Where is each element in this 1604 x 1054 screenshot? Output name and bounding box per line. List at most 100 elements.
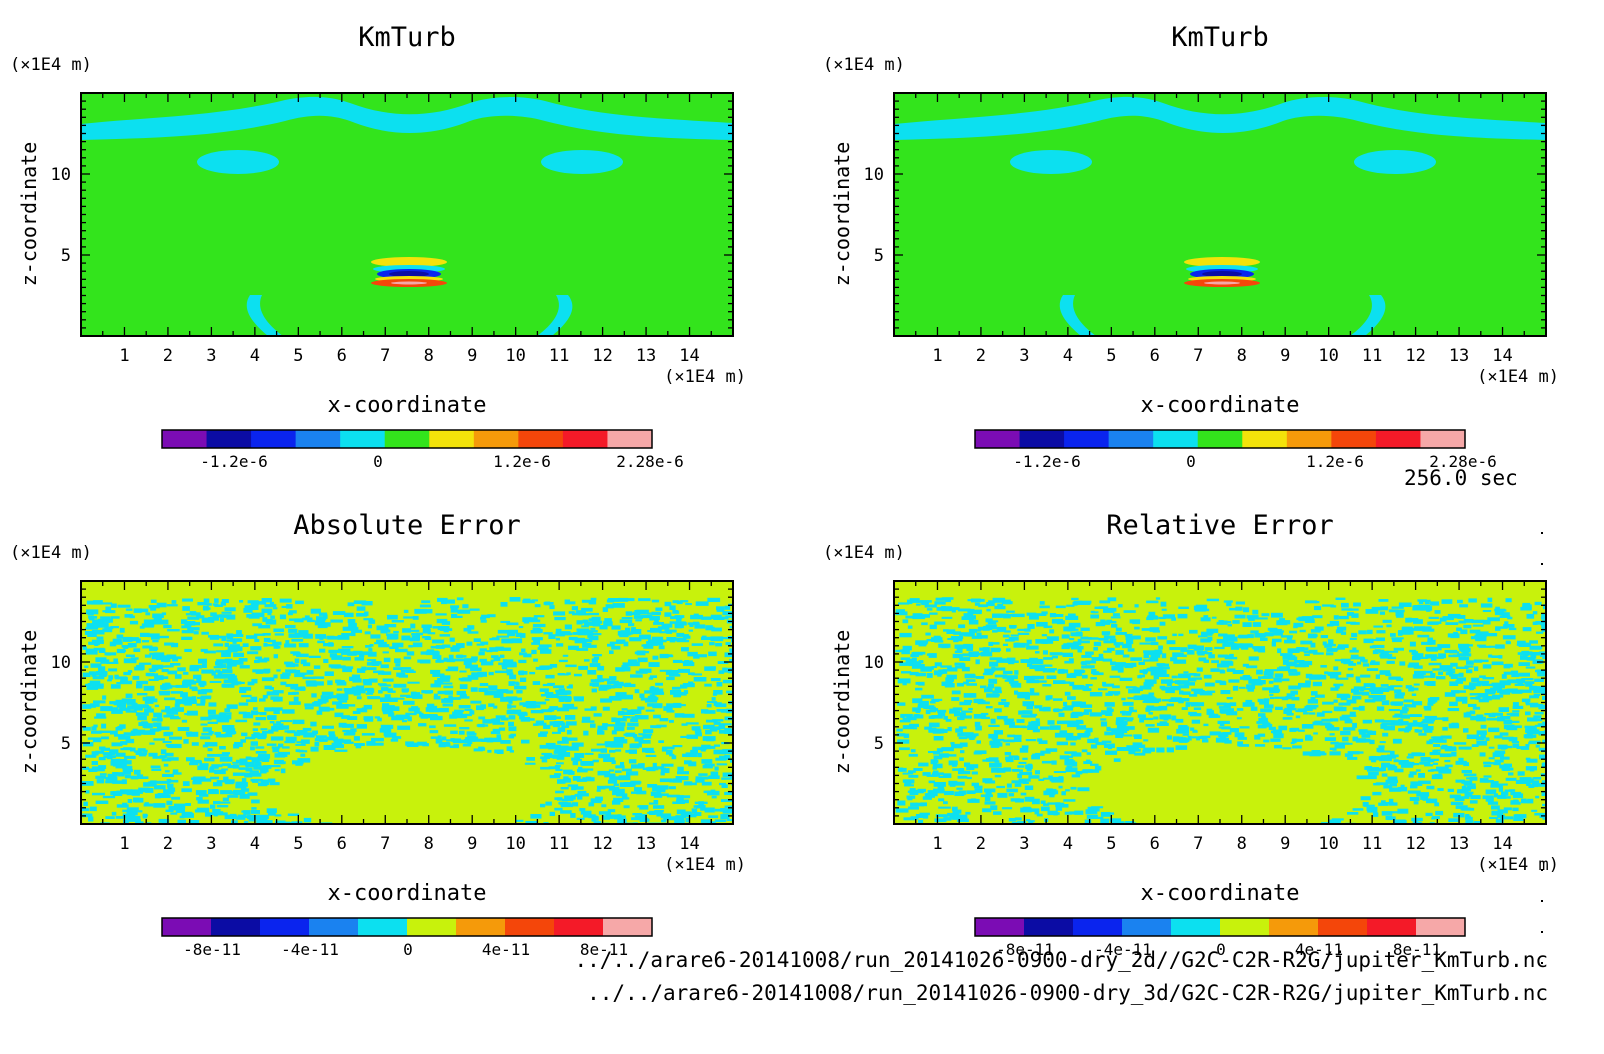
error-patch [500, 717, 509, 721]
error-patch [1218, 633, 1228, 637]
error-patch [1024, 703, 1032, 707]
error-patch [1130, 657, 1143, 661]
error-patch [1049, 629, 1055, 634]
error-patch [1483, 775, 1492, 778]
error-patch [928, 715, 935, 719]
error-patch [318, 706, 330, 712]
error-patch [1347, 608, 1359, 611]
error-patch [1362, 659, 1368, 663]
error-patch [1369, 739, 1375, 745]
error-patch [1028, 775, 1040, 779]
error-patch [314, 681, 324, 686]
error-patch [1333, 666, 1339, 671]
error-patch [692, 746, 698, 752]
error-patch [1104, 702, 1115, 707]
error-patch [1440, 735, 1452, 739]
error-patch [1039, 605, 1050, 609]
error-patch [1376, 706, 1385, 711]
error-patch [435, 613, 447, 616]
error-patch [571, 606, 578, 611]
error-patch [719, 782, 726, 786]
error-patch [216, 805, 229, 808]
error-patch [905, 658, 913, 664]
error-patch [1422, 798, 1431, 801]
error-patch [1307, 633, 1317, 639]
error-patch [590, 679, 602, 683]
error-patch [214, 598, 219, 603]
error-patch [1429, 752, 1441, 756]
error-patch [631, 764, 643, 769]
error-patch [1283, 709, 1292, 714]
error-patch [615, 692, 627, 697]
error-patch [213, 674, 221, 679]
error-patch [589, 663, 601, 668]
error-patch [432, 673, 445, 677]
error-patch [210, 776, 219, 780]
error-patch [674, 637, 687, 642]
error-patch [1488, 714, 1496, 718]
colorbar-swatch [1019, 430, 1065, 448]
error-patch [1009, 721, 1015, 726]
error-patch [1273, 733, 1284, 739]
error-patch [615, 749, 622, 752]
error-patch [1175, 745, 1188, 750]
error-patch [1216, 639, 1228, 644]
error-patch [490, 731, 501, 735]
error-patch [163, 624, 172, 629]
error-patch [1426, 681, 1436, 686]
error-patch [1178, 698, 1184, 704]
error-patch [156, 602, 167, 608]
error-patch [716, 606, 725, 611]
error-patch [713, 690, 723, 695]
error-patch [571, 757, 581, 761]
error-patch [638, 598, 651, 602]
error-patch [1219, 735, 1227, 739]
error-patch [111, 811, 117, 816]
error-patch [492, 718, 501, 723]
error-patch [227, 662, 237, 667]
error-patch [1350, 656, 1362, 660]
error-patch [690, 614, 703, 620]
error-patch [567, 784, 579, 787]
error-patch [110, 603, 117, 608]
error-patch [726, 819, 733, 822]
error-patch [1439, 617, 1447, 622]
error-patch [651, 611, 661, 616]
error-patch [1008, 818, 1017, 822]
error-patch [403, 616, 416, 619]
error-patch [93, 724, 98, 728]
error-patch [187, 616, 200, 620]
error-patch [173, 803, 186, 809]
error-patch [554, 773, 562, 776]
error-patch [1348, 663, 1357, 666]
error-patch [210, 612, 217, 617]
error-patch [1363, 638, 1374, 644]
error-patch [82, 726, 91, 731]
error-patch [629, 743, 640, 749]
error-patch [1495, 818, 1504, 823]
error-patch [342, 626, 352, 631]
error-patch [659, 793, 669, 797]
error-patch [1312, 721, 1321, 726]
error-patch [1009, 725, 1020, 728]
error-patch [1468, 598, 1477, 603]
error-patch [1171, 715, 1177, 721]
plot-area [894, 93, 1546, 336]
error-patch [130, 775, 139, 780]
error-patch [1191, 736, 1205, 739]
error-patch [1081, 770, 1088, 774]
error-patch [322, 697, 329, 703]
error-patch [971, 598, 981, 603]
error-patch [1178, 726, 1190, 730]
error-patch [1469, 710, 1476, 715]
error-patch [704, 666, 716, 671]
error-patch [280, 720, 292, 723]
error-patch [196, 615, 205, 619]
error-patch [1315, 694, 1325, 698]
error-patch [237, 814, 247, 817]
error-patch [949, 784, 956, 787]
error-patch [303, 633, 313, 639]
error-patch [593, 713, 602, 717]
error-patch [1449, 794, 1461, 799]
error-patch [100, 616, 111, 619]
